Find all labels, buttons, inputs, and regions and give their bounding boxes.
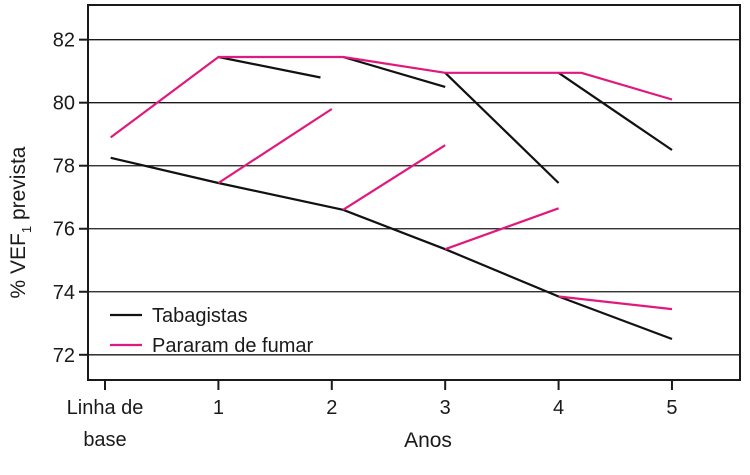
x-tick-label-line: 2: [326, 397, 337, 419]
y-tick-label-78: 78: [53, 156, 75, 178]
gridlines: [88, 39, 740, 356]
x-tick-label-line: 3: [440, 397, 451, 419]
x-tick-label-4: 4: [553, 397, 564, 419]
x-axis-title: Anos: [404, 429, 452, 452]
x-tick-label-line: 4: [553, 397, 564, 419]
series-smokers-segment-1: [218, 55, 321, 79]
series-quitters-segment-2: [342, 144, 446, 211]
series-lines: [110, 55, 673, 341]
series-quitters-segment-4: [558, 295, 673, 311]
legend: Tabagistas Pararam de fumar: [110, 305, 314, 357]
x-tick-label-line: 1: [213, 397, 224, 419]
tick-labels: 72 74 76 78 80 82 Linha de base 1 2 3 4 5: [53, 30, 678, 451]
x-tick-label-line: Linha de: [67, 397, 144, 419]
y-tick-label-72: 72: [53, 345, 75, 367]
series-smokers-segment-0: [110, 156, 673, 341]
y-axis-title-suffix: prevista: [7, 146, 30, 226]
x-tick-label-2: 2: [326, 397, 337, 419]
series-smokers-segment-4: [557, 71, 673, 151]
axis-ticks: [79, 38, 673, 390]
y-axis-title: % VEF1 prevista: [7, 146, 34, 298]
y-tick-label-80: 80: [53, 93, 75, 115]
y-tick-label-82: 82: [53, 30, 75, 52]
x-tick-label-line: 5: [666, 397, 677, 419]
plot-frame: [87, 4, 741, 381]
y-axis-title-subscript: 1: [19, 226, 34, 233]
y-tick-label-76: 76: [53, 219, 75, 241]
series-quitters-segment-3: [444, 207, 559, 251]
legend-label-tabagistas: Tabagistas: [152, 305, 248, 327]
x-tick-label-5: 5: [666, 397, 677, 419]
series-quitters-segment-0: [110, 55, 673, 139]
series-smokers-segment-3: [444, 72, 560, 184]
y-axis-title-main: % VEF: [7, 233, 30, 298]
x-tick-label-3: 3: [440, 397, 451, 419]
legend-label-pararam-de-fumar: Pararam de fumar: [152, 335, 314, 357]
x-tick-label-line: base: [83, 429, 126, 451]
y-tick-label-74: 74: [53, 282, 75, 304]
x-tick-label-0: Linha de base: [67, 397, 144, 451]
x-tick-label-1: 1: [213, 397, 224, 419]
series-smokers-segment-2: [342, 55, 446, 88]
series-quitters-segment-1: [217, 108, 333, 184]
